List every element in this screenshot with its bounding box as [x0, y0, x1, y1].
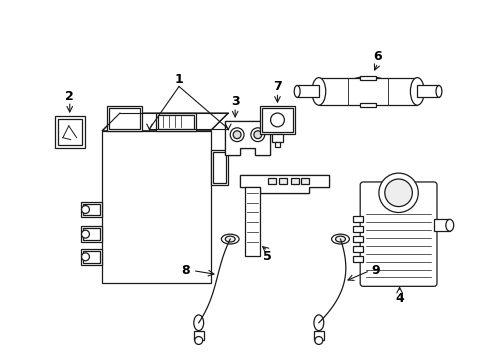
- Circle shape: [233, 131, 241, 139]
- Ellipse shape: [409, 78, 423, 105]
- Bar: [352, 246, 363, 252]
- Bar: [301, 178, 308, 184]
- Bar: [212, 152, 226, 183]
- Text: 3: 3: [230, 95, 239, 108]
- Bar: [352, 226, 363, 232]
- Polygon shape: [225, 121, 269, 156]
- Bar: [156, 113, 195, 131]
- Text: 2: 2: [65, 90, 74, 103]
- Bar: [271, 134, 283, 141]
- Ellipse shape: [193, 315, 203, 330]
- Bar: [58, 119, 81, 145]
- Text: 8: 8: [181, 264, 190, 277]
- Bar: [318, 78, 416, 105]
- Bar: [55, 116, 84, 148]
- Ellipse shape: [311, 78, 325, 105]
- Bar: [274, 141, 280, 147]
- Bar: [433, 219, 449, 231]
- Text: 7: 7: [273, 80, 281, 93]
- Bar: [82, 204, 100, 215]
- Ellipse shape: [331, 234, 348, 244]
- Ellipse shape: [225, 236, 235, 242]
- Bar: [360, 103, 375, 107]
- Bar: [210, 150, 228, 185]
- Circle shape: [384, 179, 411, 207]
- Bar: [279, 178, 287, 184]
- Circle shape: [250, 128, 264, 141]
- Bar: [107, 106, 142, 131]
- Ellipse shape: [335, 236, 345, 242]
- Polygon shape: [225, 121, 269, 156]
- Polygon shape: [240, 175, 328, 193]
- Text: 1: 1: [174, 73, 183, 86]
- Bar: [261, 108, 293, 132]
- Polygon shape: [240, 175, 328, 193]
- Bar: [193, 330, 203, 341]
- Bar: [352, 216, 363, 222]
- Circle shape: [81, 253, 89, 261]
- Bar: [82, 251, 100, 263]
- Ellipse shape: [194, 337, 202, 345]
- Circle shape: [81, 230, 89, 238]
- Bar: [259, 106, 295, 134]
- Bar: [360, 76, 375, 80]
- Bar: [81, 249, 102, 265]
- Circle shape: [378, 173, 417, 212]
- Bar: [416, 85, 438, 97]
- Bar: [81, 226, 102, 242]
- Polygon shape: [102, 113, 228, 131]
- Ellipse shape: [314, 337, 322, 345]
- Circle shape: [270, 113, 284, 127]
- Circle shape: [81, 206, 89, 213]
- Bar: [158, 115, 193, 129]
- Bar: [313, 330, 323, 341]
- Text: 5: 5: [263, 250, 271, 263]
- Bar: [297, 85, 318, 97]
- Bar: [102, 131, 210, 283]
- FancyBboxPatch shape: [360, 182, 436, 286]
- Text: 9: 9: [371, 264, 380, 277]
- Ellipse shape: [313, 315, 323, 330]
- Bar: [267, 178, 275, 184]
- Ellipse shape: [221, 234, 239, 244]
- Ellipse shape: [435, 85, 441, 97]
- Text: 6: 6: [373, 50, 382, 63]
- Bar: [352, 256, 363, 262]
- Bar: [291, 178, 299, 184]
- Bar: [244, 187, 259, 256]
- Ellipse shape: [445, 219, 453, 231]
- Ellipse shape: [340, 77, 394, 106]
- Circle shape: [253, 131, 261, 139]
- Bar: [109, 108, 140, 129]
- Bar: [82, 228, 100, 240]
- Text: 4: 4: [394, 292, 403, 305]
- Bar: [81, 202, 102, 217]
- Circle shape: [230, 128, 244, 141]
- Ellipse shape: [294, 85, 300, 97]
- Bar: [352, 236, 363, 242]
